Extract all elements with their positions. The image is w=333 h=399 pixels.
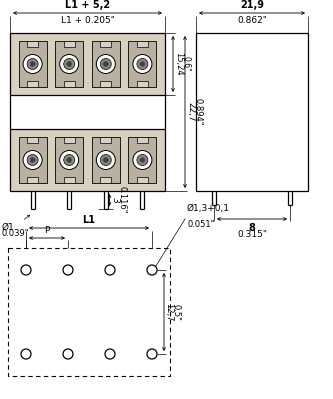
Circle shape xyxy=(137,154,148,166)
Circle shape xyxy=(137,59,148,69)
Text: 15,24: 15,24 xyxy=(174,52,183,76)
Bar xyxy=(129,41,157,87)
Circle shape xyxy=(103,158,108,162)
Text: Ø1: Ø1 xyxy=(2,223,15,231)
Bar xyxy=(27,137,38,143)
Text: 0.051": 0.051" xyxy=(187,220,214,229)
Text: L1: L1 xyxy=(83,215,96,225)
Circle shape xyxy=(67,61,72,67)
Bar xyxy=(27,41,38,47)
Circle shape xyxy=(100,59,111,69)
Text: 0.862": 0.862" xyxy=(237,16,267,25)
Text: L1 + 5,2: L1 + 5,2 xyxy=(65,0,110,10)
Circle shape xyxy=(67,158,72,162)
Bar xyxy=(92,137,120,183)
Circle shape xyxy=(30,61,35,67)
Text: 8: 8 xyxy=(248,223,255,233)
Bar xyxy=(100,81,112,87)
Bar xyxy=(100,137,112,143)
Text: P: P xyxy=(44,226,50,235)
Circle shape xyxy=(133,150,152,170)
Circle shape xyxy=(133,55,152,73)
Circle shape xyxy=(96,150,115,170)
Text: 0.5": 0.5" xyxy=(171,304,180,320)
Circle shape xyxy=(60,55,79,73)
Bar xyxy=(64,177,75,183)
Bar xyxy=(10,129,165,191)
Bar xyxy=(10,33,165,95)
Bar xyxy=(64,81,75,87)
Text: 0.315": 0.315" xyxy=(237,230,267,239)
Bar xyxy=(55,137,83,183)
Bar xyxy=(19,137,47,183)
Circle shape xyxy=(60,150,79,170)
Circle shape xyxy=(23,55,42,73)
Text: 12,7: 12,7 xyxy=(165,303,173,321)
Circle shape xyxy=(64,154,75,166)
Bar xyxy=(100,177,112,183)
Bar xyxy=(19,41,47,87)
Bar xyxy=(137,81,148,87)
Text: L1 + 0.205": L1 + 0.205" xyxy=(61,16,115,25)
Text: 0.6": 0.6" xyxy=(181,56,190,72)
Text: 0.116": 0.116" xyxy=(117,186,126,214)
Bar xyxy=(27,81,38,87)
Circle shape xyxy=(23,150,42,170)
Bar xyxy=(129,137,157,183)
Text: 0.039": 0.039" xyxy=(2,229,30,239)
Bar xyxy=(64,137,75,143)
Text: 22,7: 22,7 xyxy=(186,102,195,122)
Bar xyxy=(100,41,112,47)
Circle shape xyxy=(140,158,145,162)
Circle shape xyxy=(100,154,111,166)
Circle shape xyxy=(103,61,108,67)
Text: 3: 3 xyxy=(110,197,119,203)
Bar xyxy=(55,41,83,87)
Circle shape xyxy=(30,158,35,162)
Bar xyxy=(64,41,75,47)
Text: 0.894": 0.894" xyxy=(193,98,202,126)
Text: 21,9: 21,9 xyxy=(240,0,264,10)
Circle shape xyxy=(140,61,145,67)
Bar xyxy=(27,177,38,183)
Bar xyxy=(137,137,148,143)
Bar xyxy=(92,41,120,87)
Circle shape xyxy=(27,154,38,166)
Circle shape xyxy=(27,59,38,69)
Bar xyxy=(8,248,170,376)
Bar xyxy=(137,177,148,183)
Text: Ø1,3+0,1: Ø1,3+0,1 xyxy=(187,204,230,213)
Circle shape xyxy=(96,55,115,73)
Bar xyxy=(196,33,308,191)
Circle shape xyxy=(64,59,75,69)
Bar xyxy=(137,41,148,47)
